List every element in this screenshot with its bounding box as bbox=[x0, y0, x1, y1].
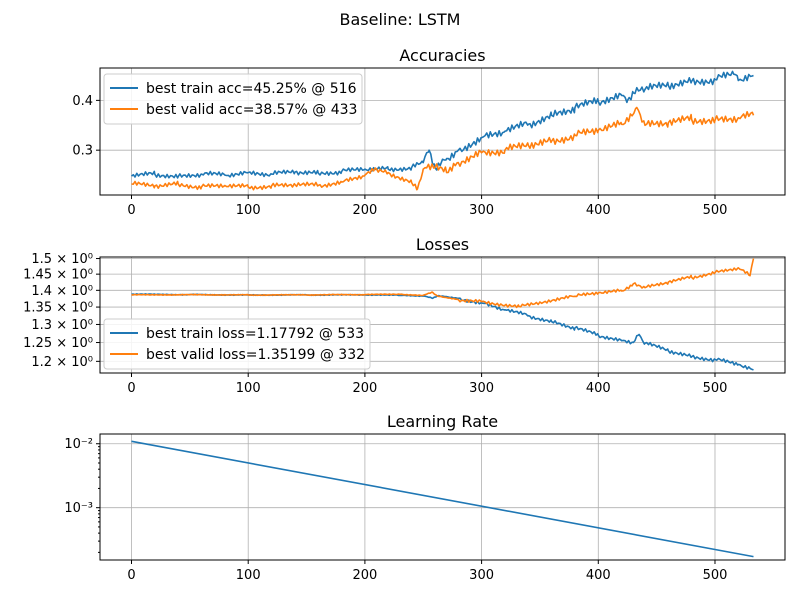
loss-x-tick-label: 400 bbox=[586, 381, 611, 396]
learning-rate-y-tick-label: 10⁻³ bbox=[64, 501, 93, 516]
learning-rate-panel: Learning Rate 0 100 200 300 400 500 10⁻³ 10⁻² bbox=[64, 412, 786, 583]
learning-rate-x-tick-label: 0 bbox=[127, 568, 135, 583]
learning-rate-x-tick-label: 300 bbox=[469, 568, 494, 583]
loss-x-tick-label: 500 bbox=[703, 381, 728, 396]
loss-legend: best train loss=1.17792 @ 533 best valid … bbox=[103, 318, 371, 370]
loss-y-tick-label: 1.5 × 10⁰ bbox=[31, 252, 93, 267]
figure-title: Baseline: LSTM bbox=[340, 10, 461, 29]
loss-y-tick-label: 1.2 × 10⁰ bbox=[31, 355, 93, 370]
loss-y-tick-label: 1.35 × 10⁰ bbox=[23, 301, 93, 316]
learning-rate-plot-area bbox=[131, 440, 754, 558]
accuracy-axes-frame bbox=[99, 67, 786, 196]
loss-panel: Losses 0 100 200 300 400 500 1.2 × 10⁰ 1.25 × 10… bbox=[23, 235, 786, 396]
accuracy-x-tick-label: 0 bbox=[127, 203, 135, 218]
accuracy-plot-area bbox=[131, 70, 755, 191]
accuracy-panel-title: Accuracies bbox=[399, 46, 485, 65]
loss-plot-area bbox=[131, 258, 755, 371]
accuracy-legend-label: best valid acc=38.57% @ 433 bbox=[146, 102, 357, 118]
loss-y-tick-label: 1.25 × 10⁰ bbox=[23, 336, 93, 351]
loss-x-tick-label: 100 bbox=[236, 381, 261, 396]
loss-y-tick-label: 1.4 × 10⁰ bbox=[31, 284, 93, 299]
loss-panel-title: Losses bbox=[416, 235, 469, 254]
loss-legend-label: best valid loss=1.35199 @ 332 bbox=[146, 347, 365, 363]
accuracy-x-tick-label: 500 bbox=[703, 203, 728, 218]
accuracy-y-tick-label: 0.4 bbox=[72, 94, 93, 109]
accuracy-legend: best train acc=45.25% @ 516 best valid ac… bbox=[103, 73, 363, 125]
accuracy-legend-box bbox=[103, 73, 363, 125]
loss-y-tick-label: 1.45 × 10⁰ bbox=[23, 268, 93, 283]
learning-rate-x-tick-label: 200 bbox=[352, 568, 377, 583]
learning-rate-y-tick-label: 10⁻² bbox=[64, 437, 93, 452]
learning-rate-panel-title: Learning Rate bbox=[387, 412, 498, 431]
accuracy-legend-label: best train acc=45.25% @ 516 bbox=[146, 81, 357, 97]
learning-rate-x-tick-label: 500 bbox=[703, 568, 728, 583]
accuracy-series-train-line bbox=[131, 70, 754, 179]
loss-x-tick-label: 200 bbox=[352, 381, 377, 396]
learning-rate-x-tick-label: 100 bbox=[236, 568, 261, 583]
loss-y-tick-label: 1.3 × 10⁰ bbox=[31, 318, 93, 333]
loss-x-tick-label: 0 bbox=[127, 381, 135, 396]
accuracy-panel: Accuracies 0 100 200 300 400 500 0.3 0.4 best tra… bbox=[72, 46, 786, 218]
accuracy-x-tick-label: 200 bbox=[352, 203, 377, 218]
accuracy-y-tick-label: 0.3 bbox=[72, 144, 93, 159]
accuracy-x-tick-label: 300 bbox=[469, 203, 494, 218]
learning-rate-series-train-line bbox=[131, 440, 754, 558]
learning-rate-x-tick-label: 400 bbox=[586, 568, 611, 583]
loss-legend-label: best train loss=1.17792 @ 533 bbox=[146, 326, 364, 342]
loss-axes-frame bbox=[99, 256, 786, 374]
loss-series-valid-line bbox=[131, 258, 755, 309]
loss-legend-box bbox=[103, 318, 371, 370]
accuracy-series-valid-line bbox=[131, 106, 755, 191]
accuracy-x-tick-label: 100 bbox=[236, 203, 261, 218]
loss-x-tick-label: 300 bbox=[469, 381, 494, 396]
learning-rate-axes-frame bbox=[99, 433, 786, 561]
accuracy-x-tick-label: 400 bbox=[586, 203, 611, 218]
